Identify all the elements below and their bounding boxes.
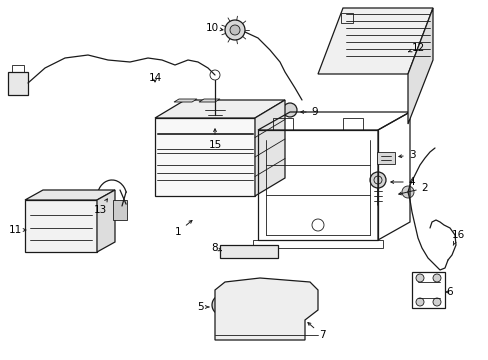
Text: 11: 11: [8, 225, 26, 235]
Text: 9: 9: [300, 107, 318, 117]
Polygon shape: [174, 99, 197, 102]
Bar: [190, 106, 200, 111]
Text: 14: 14: [148, 73, 162, 83]
Polygon shape: [220, 245, 278, 258]
Text: 13: 13: [93, 199, 107, 215]
Polygon shape: [25, 190, 115, 200]
Text: 3: 3: [398, 150, 414, 160]
Text: 1: 1: [174, 220, 192, 237]
Circle shape: [217, 300, 226, 310]
Text: 4: 4: [390, 177, 414, 187]
Polygon shape: [376, 152, 394, 164]
Circle shape: [401, 186, 413, 198]
Circle shape: [415, 298, 423, 306]
Polygon shape: [254, 100, 285, 196]
Text: 8: 8: [211, 243, 221, 253]
Polygon shape: [199, 99, 220, 102]
Bar: [175, 106, 184, 111]
Bar: [249, 106, 260, 111]
Polygon shape: [155, 118, 254, 196]
Polygon shape: [215, 278, 317, 340]
Bar: [244, 248, 253, 254]
Text: 5: 5: [196, 302, 208, 312]
Circle shape: [221, 294, 232, 306]
Text: 2: 2: [398, 183, 427, 195]
Circle shape: [283, 103, 296, 117]
Text: 7: 7: [307, 323, 325, 340]
Text: 12: 12: [407, 43, 424, 53]
Polygon shape: [97, 190, 115, 252]
Circle shape: [432, 298, 440, 306]
Circle shape: [229, 25, 240, 35]
Bar: [220, 106, 229, 111]
Text: 15: 15: [208, 129, 221, 150]
Bar: [204, 106, 215, 111]
Circle shape: [209, 113, 220, 123]
Bar: [260, 248, 269, 254]
Circle shape: [259, 324, 270, 336]
Circle shape: [293, 294, 305, 306]
Polygon shape: [317, 8, 432, 74]
Circle shape: [224, 20, 244, 40]
Text: 6: 6: [445, 287, 452, 297]
Circle shape: [432, 274, 440, 282]
Polygon shape: [155, 100, 285, 118]
Polygon shape: [8, 72, 28, 95]
Text: 10: 10: [205, 23, 223, 33]
Text: 16: 16: [450, 230, 464, 245]
Polygon shape: [25, 200, 97, 252]
Circle shape: [212, 295, 231, 315]
Polygon shape: [407, 8, 432, 124]
Bar: [235, 106, 244, 111]
Bar: [240, 288, 294, 328]
Circle shape: [415, 274, 423, 282]
Polygon shape: [113, 200, 127, 220]
Bar: [227, 248, 238, 254]
Circle shape: [369, 172, 385, 188]
